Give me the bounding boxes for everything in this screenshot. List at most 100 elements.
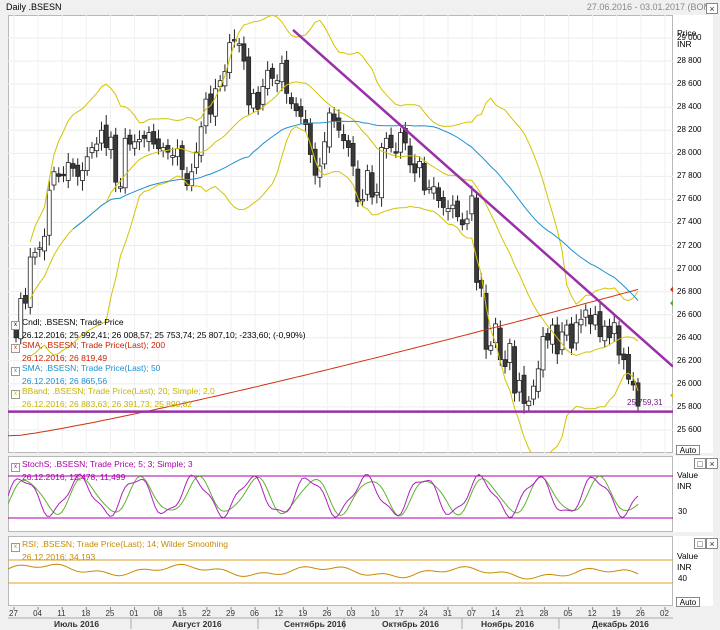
close-icon[interactable]: × [706, 3, 718, 14]
candle-up [213, 88, 218, 117]
candle-up [573, 322, 579, 344]
rsi-close-icon[interactable]: × [706, 538, 718, 549]
candle-down [56, 173, 62, 177]
close-icon[interactable]: x [11, 543, 20, 552]
candle-up [42, 235, 47, 252]
stoch-axis-title: Value [677, 470, 699, 480]
x-month-label: Август 2016 [172, 619, 222, 629]
legend-row[interactable]: 26.12.2016; 13,478; 11,499 [11, 472, 193, 482]
legend-text: 26.12.2016; 13,478; 11,499 [22, 472, 126, 482]
candle-up [132, 141, 138, 149]
chart-title: Daily .BSESN [6, 2, 62, 12]
price-y-tick-label: 26 800 [677, 286, 702, 296]
candle-up [583, 309, 589, 318]
legend-row[interactable]: x StochS; .BSESN; Trade Price; 5; 3; Simp… [11, 459, 193, 472]
candle-up [326, 112, 332, 148]
legend-row[interactable]: x RSI; .BSESN; Trade Price(Last); 14; Wil… [11, 539, 228, 552]
bband-lower-line [29, 126, 639, 453]
rsi-auto-button[interactable]: Auto [676, 597, 700, 607]
x-day-label: 18 [81, 609, 91, 618]
candle-down [436, 187, 441, 201]
legend-row[interactable]: 26.12.2016; 26 883,63; 26 391,73; 25 899… [11, 399, 306, 409]
candle-up [18, 298, 24, 340]
candle-down [165, 145, 171, 153]
price-y-tick-label: 26 400 [677, 332, 702, 342]
legend-text: Cndl; .BSESN; Trade Price [22, 317, 124, 327]
x-day-label: 27 [9, 609, 18, 618]
legend-row[interactable]: x SMA; .BSESN; Trade Price(Last); 200 [11, 340, 306, 353]
x-day-label: 31 [443, 609, 452, 618]
bband-marker [670, 392, 673, 399]
candle-down [502, 359, 508, 367]
candle-down [113, 134, 119, 183]
legend-text: 26.12.2016; 26 819,49 [22, 353, 108, 363]
legend-row[interactable]: x Cndl; .BSESN; Trade Price [11, 317, 306, 330]
close-icon[interactable]: x [11, 390, 20, 399]
price-pane[interactable] [8, 15, 673, 453]
x-axis[interactable] [8, 607, 673, 629]
legend-row[interactable]: 26.12.2016; 25 992,41; 26 008,57; 25 753… [11, 330, 306, 340]
candle-up [516, 379, 522, 393]
candle-down [459, 219, 465, 226]
legend-text: BBand; .BSESN; Trade Price(Last); 20; Si… [22, 386, 215, 396]
candle-up [99, 129, 104, 144]
candle-up [445, 208, 451, 213]
x-day-label: 14 [491, 609, 501, 618]
legend-row[interactable]: 26.12.2016; 26 865,56 [11, 376, 306, 386]
x-day-label: 10 [370, 609, 380, 618]
candle-up [89, 147, 95, 154]
candle-up [137, 139, 142, 143]
candle-down [626, 354, 631, 380]
rsi-maximize-icon[interactable]: □ [694, 538, 706, 549]
candle-down [341, 134, 347, 142]
candle-down [455, 200, 460, 218]
x-day-label: 03 [346, 609, 356, 618]
x-month-label: Декабрь 2016 [592, 619, 649, 629]
price-y-tick-label: 28 000 [677, 148, 702, 158]
candle-up [379, 147, 385, 199]
candle-down [246, 56, 252, 106]
legend-row[interactable]: x SMA; .BSESN; Trade Price(Last); 50 [11, 363, 306, 376]
close-icon[interactable]: x [11, 344, 20, 353]
price-plot[interactable] [8, 15, 673, 453]
stoch-y-tick: 30 [678, 507, 687, 516]
candle-down [151, 131, 157, 145]
legend-text: 26.12.2016; 25 992,41; 26 008,57; 25 753… [22, 330, 306, 340]
candle-up [417, 160, 422, 169]
stoch-maximize-icon[interactable]: □ [694, 458, 706, 469]
x-day-label: 11 [57, 609, 66, 618]
candle-up [431, 186, 437, 194]
stoch-pane[interactable] [8, 456, 673, 532]
candle-up [146, 132, 152, 142]
legend-text: SMA; .BSESN; Trade Price(Last); 50 [22, 363, 161, 373]
candle-down [61, 173, 66, 177]
close-icon[interactable]: x [11, 463, 20, 472]
candle-down [412, 163, 418, 174]
close-icon[interactable]: x [11, 321, 20, 330]
rsi-pane[interactable] [8, 536, 673, 606]
price-axis[interactable] [673, 15, 713, 453]
candle-down [241, 43, 247, 62]
legend-row[interactable]: x BBand; .BSESN; Trade Price(Last); 20; S… [11, 386, 306, 399]
rsi-plot[interactable] [8, 536, 673, 606]
legend-text: 26.12.2016; 26 883,63; 26 391,73; 25 899… [22, 399, 193, 409]
candle-down [141, 134, 147, 139]
candle-up [450, 204, 456, 210]
candle-down [554, 324, 560, 355]
price-legend: x Cndl; .BSESN; Trade Price 26.12.2016; 25… [11, 317, 306, 409]
stoch-close-icon[interactable]: × [706, 458, 718, 469]
legend-row[interactable]: 26.12.2016; 26 819,49 [11, 353, 306, 363]
price-auto-button[interactable]: Auto [676, 445, 700, 455]
stoch-d-line [8, 475, 639, 517]
candle-up [507, 343, 513, 363]
legend-text: RSI; .BSESN; Trade Price(Last); 14; Wild… [22, 539, 228, 549]
price-y-tick-label: 27 000 [677, 263, 702, 273]
candle-up [279, 63, 285, 83]
close-icon[interactable]: x [11, 367, 20, 376]
price-axis-title: Price [677, 28, 697, 38]
legend-row[interactable]: 26.12.2016; 34,193 [11, 552, 228, 562]
stoch-plot[interactable] [8, 456, 673, 532]
candle-up [464, 218, 470, 225]
bband-middle-line [29, 81, 639, 356]
